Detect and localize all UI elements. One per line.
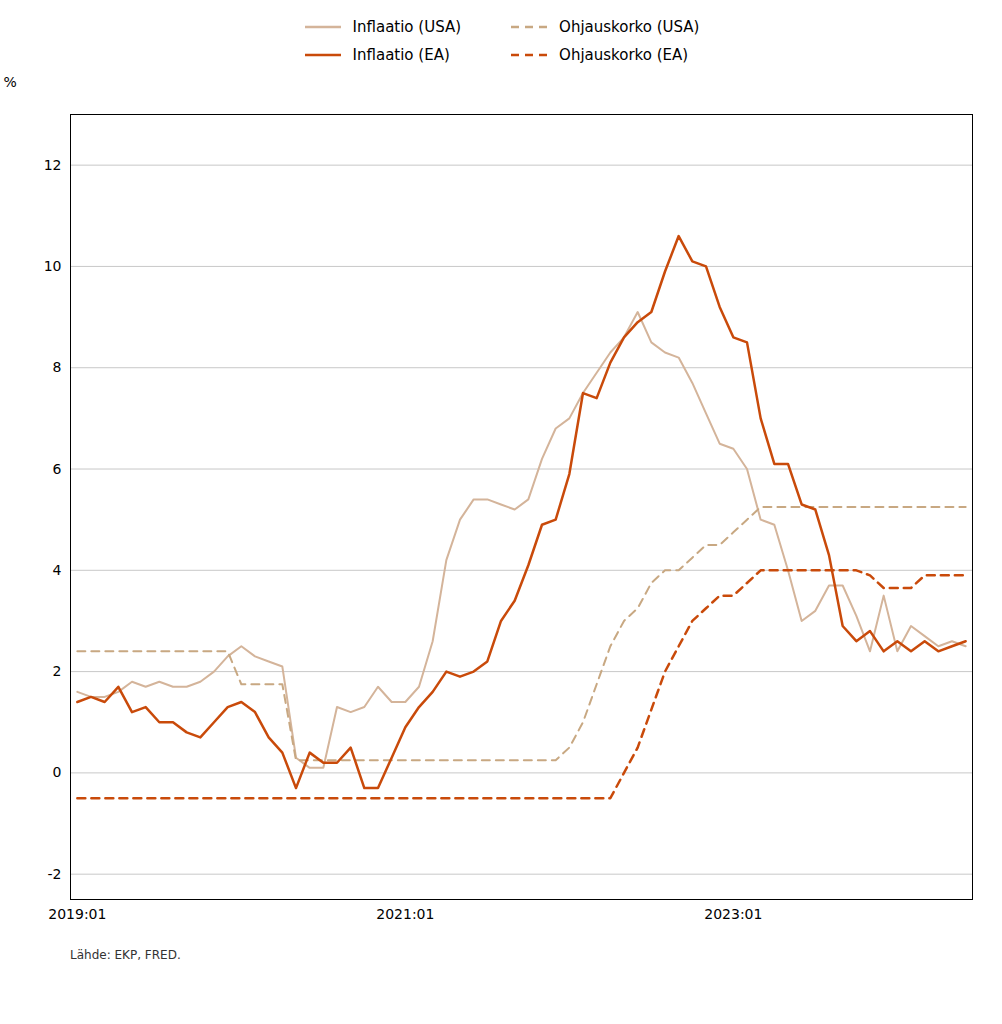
svg-text:-2: -2: [48, 866, 62, 882]
svg-text:2021:01: 2021:01: [376, 906, 434, 922]
html-text:Inflaatio (USA): Inflaatio (USA): [352, 18, 462, 36]
html-text:Inflaatio (EA): Inflaatio (EA): [352, 46, 450, 64]
html-text:Ohjauskorko (USA): Ohjauskorko (USA): [559, 18, 700, 36]
html-text:Ohjauskorko (EA): Ohjauskorko (EA): [559, 46, 689, 64]
svg-text:2019:01: 2019:01: [48, 906, 106, 922]
svg-text:12: 12: [44, 157, 62, 173]
svg-text:6: 6: [53, 460, 62, 476]
svg-text:0: 0: [53, 764, 62, 780]
svg-text:2: 2: [53, 663, 62, 679]
svg-text:8: 8: [53, 359, 62, 375]
svg-text:2023:01: 2023:01: [704, 906, 762, 922]
svg-text:4: 4: [53, 562, 62, 578]
svg-text:10: 10: [44, 258, 62, 274]
html-text:Lähde: EKP, FRED.: Lähde: EKP, FRED.: [70, 948, 181, 962]
svg-text:%: %: [4, 74, 17, 90]
